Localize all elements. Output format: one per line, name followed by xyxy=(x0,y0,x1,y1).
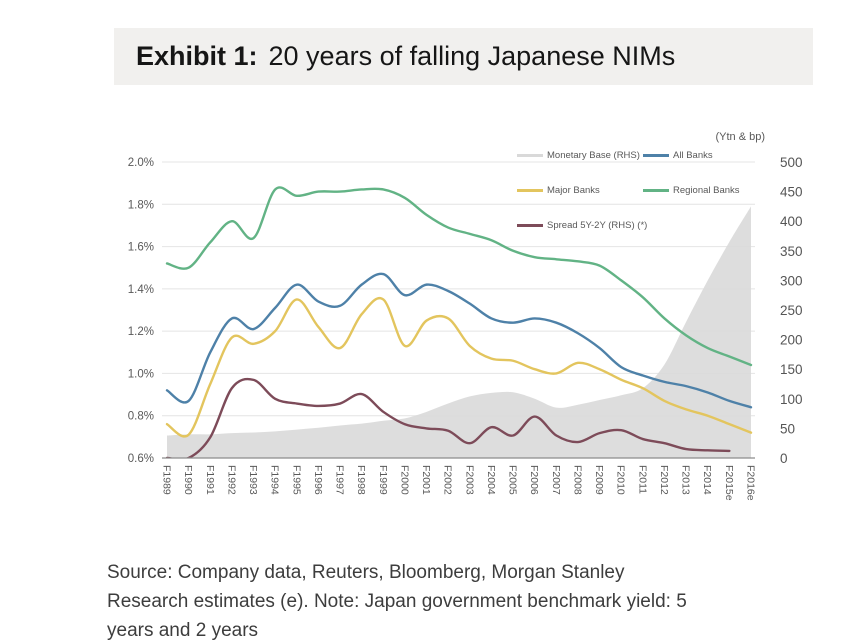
left-axis-tick: 1.2% xyxy=(128,326,154,338)
axis-unit-note: (Ytn & bp) xyxy=(715,131,765,143)
x-axis-tick: F2014 xyxy=(701,465,713,495)
source-note-line: Research estimates (e). Note: Japan gove… xyxy=(107,591,687,612)
legend-swatch xyxy=(643,154,669,157)
exhibit-header: Exhibit 1: 20 years of falling Japanese … xyxy=(114,28,813,85)
x-axis-tick: F2005 xyxy=(507,465,519,495)
right-axis-tick: 200 xyxy=(780,333,803,348)
legend-item-spread-5y-2y-rhs-: Spread 5Y-2Y (RHS) (*) xyxy=(517,220,647,231)
right-axis-tick: 300 xyxy=(780,273,803,288)
x-axis-tick: F2003 xyxy=(463,465,475,495)
right-axis-tick: 100 xyxy=(780,392,803,407)
x-axis-tick: F2004 xyxy=(485,465,497,495)
nim-chart: 2.0% 1.8% 1.6% 1.4% 1.2% 1.0% 0.8% 0.6% 500 450 40… xyxy=(128,131,803,501)
legend-swatch xyxy=(517,154,543,157)
legend-item-all-banks: All Banks xyxy=(643,150,713,161)
series-line-all-banks xyxy=(165,272,753,409)
right-axis-tick: 450 xyxy=(780,185,803,200)
x-axis-tick: F1999 xyxy=(377,465,389,495)
x-axis-tick: F1997 xyxy=(334,465,346,495)
right-axis-tick: 150 xyxy=(780,362,803,377)
exhibit-title: 20 years of falling Japanese NIMs xyxy=(268,41,676,71)
legend-item-regional-banks: Regional Banks xyxy=(643,185,740,196)
exhibit-label: Exhibit 1: xyxy=(136,41,258,71)
left-axis-tick: 0.6% xyxy=(128,453,154,465)
legend-swatch xyxy=(517,224,543,227)
left-axis-tick: 1.8% xyxy=(128,199,154,211)
right-axis-tick: 0 xyxy=(780,451,788,466)
legend-label: Spread 5Y-2Y (RHS) (*) xyxy=(547,220,648,231)
legend-label: Regional Banks xyxy=(673,185,740,196)
x-axis-tick: F2013 xyxy=(680,465,692,495)
right-axis-tick: 250 xyxy=(780,303,803,318)
chart-canvas: 2.0%1.8%1.6%1.4%1.2%1.0%0.8%0.6%50045040… xyxy=(128,155,803,501)
x-axis-tick: F1993 xyxy=(247,465,259,495)
x-axis-tick: F1996 xyxy=(312,465,324,495)
series-area-monetary-base-rhs- xyxy=(167,206,751,458)
legend-label: Monetary Base (RHS) xyxy=(547,150,640,161)
left-axis-tick: 2.0% xyxy=(128,157,154,169)
legend-item-monetary-base-rhs-: Monetary Base (RHS) xyxy=(517,150,640,161)
left-axis-tick: 1.0% xyxy=(128,368,154,380)
left-axis-tick: 0.8% xyxy=(128,411,154,423)
x-axis-tick: F1991 xyxy=(204,465,216,495)
right-axis-tick: 50 xyxy=(780,421,795,436)
x-axis-tick: F2009 xyxy=(593,465,605,495)
x-axis-tick: F2012 xyxy=(658,465,670,495)
x-axis-tick: F1994 xyxy=(269,465,281,495)
x-axis-tick: F2011 xyxy=(636,465,648,494)
legend-swatch xyxy=(517,189,543,192)
legend-item-major-banks: Major Banks xyxy=(517,185,600,196)
series-line-regional-banks xyxy=(165,186,753,367)
x-axis-tick: F2007 xyxy=(550,465,562,495)
legend-label: All Banks xyxy=(673,150,713,161)
x-axis-tick: F1990 xyxy=(182,465,194,495)
x-axis-tick: F2008 xyxy=(571,465,583,495)
left-axis-tick: 1.4% xyxy=(128,284,154,296)
left-axis-tick: 1.6% xyxy=(128,242,154,254)
source-note-line: years and 2 years xyxy=(107,620,259,640)
legend-swatch xyxy=(643,189,669,192)
series-line-major-banks xyxy=(165,297,753,438)
legend-label: Major Banks xyxy=(547,185,600,196)
x-axis-tick: F2002 xyxy=(442,465,454,495)
x-axis-tick: F2000 xyxy=(398,465,410,495)
source-note: Source: Company data, Reuters, Bloomberg… xyxy=(107,558,787,640)
x-axis-tick: F2016e xyxy=(745,465,757,501)
right-axis-tick: 350 xyxy=(780,244,803,259)
x-axis-tick: F1989 xyxy=(161,465,173,495)
x-axis-tick: F1998 xyxy=(355,465,367,495)
x-axis-tick: F2001 xyxy=(420,465,432,495)
x-axis-tick: F2006 xyxy=(528,465,540,495)
x-axis-tick: F2015e xyxy=(723,465,735,501)
series-line-spread-5y-2y-rhs- xyxy=(165,377,731,458)
x-axis-tick: F2010 xyxy=(615,465,627,495)
right-axis-tick: 400 xyxy=(780,214,803,229)
right-axis-tick: 500 xyxy=(780,155,803,170)
source-note-line: Source: Company data, Reuters, Bloomberg… xyxy=(107,562,625,583)
x-axis-tick: F1995 xyxy=(290,465,302,495)
x-axis-tick: F1992 xyxy=(225,465,237,495)
